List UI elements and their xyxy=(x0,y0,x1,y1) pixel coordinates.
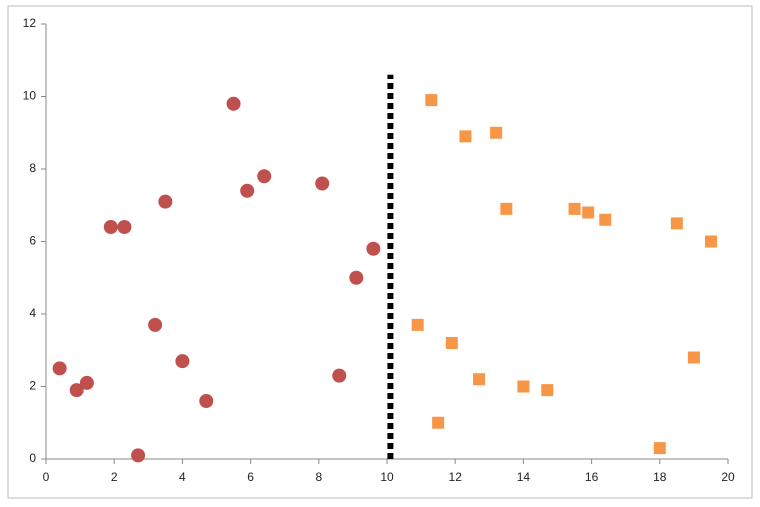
y-tick-label: 8 xyxy=(29,161,36,175)
point xyxy=(411,318,424,331)
x-tick-label: 6 xyxy=(247,470,254,484)
y-tick-label: 0 xyxy=(29,451,36,465)
y-tick-label: 12 xyxy=(23,16,37,30)
y-tick-label: 2 xyxy=(29,379,36,393)
point xyxy=(79,375,94,390)
x-tick-label: 16 xyxy=(585,470,599,484)
point xyxy=(103,220,118,234)
x-tick-label: 4 xyxy=(179,470,186,484)
point xyxy=(432,416,445,429)
x-tick-label: 12 xyxy=(449,470,463,484)
point xyxy=(315,176,330,191)
point xyxy=(131,448,146,463)
point xyxy=(158,194,173,209)
point xyxy=(445,337,458,349)
point xyxy=(52,361,67,376)
point xyxy=(653,442,666,455)
y-tick-label: 10 xyxy=(23,89,37,103)
point xyxy=(599,213,612,226)
point xyxy=(366,241,381,256)
point xyxy=(704,235,717,248)
x-tick-label: 10 xyxy=(380,470,394,484)
point xyxy=(473,373,486,386)
point xyxy=(568,202,581,215)
point xyxy=(175,354,190,369)
y-tick-label: 6 xyxy=(29,234,36,248)
point xyxy=(582,206,595,219)
y-tick-label: 4 xyxy=(29,306,36,320)
point xyxy=(332,368,347,383)
x-tick-label: 18 xyxy=(653,470,667,484)
x-tick-label: 14 xyxy=(517,470,531,484)
x-tick-label: 0 xyxy=(43,470,50,484)
point xyxy=(148,317,163,332)
point xyxy=(670,217,683,230)
x-tick-label: 20 xyxy=(721,470,735,484)
point xyxy=(117,220,132,234)
point xyxy=(425,94,438,107)
point xyxy=(517,380,530,393)
point xyxy=(349,270,364,285)
point xyxy=(240,183,255,198)
point xyxy=(687,351,700,364)
point xyxy=(226,96,241,111)
point xyxy=(500,202,513,215)
x-tick-label: 2 xyxy=(111,470,118,484)
x-tick-label: 8 xyxy=(315,470,322,484)
point xyxy=(541,384,554,397)
point xyxy=(199,394,214,408)
point xyxy=(459,130,472,143)
point xyxy=(69,383,84,398)
point xyxy=(490,126,503,139)
chart-border xyxy=(7,5,753,499)
point xyxy=(257,169,272,184)
